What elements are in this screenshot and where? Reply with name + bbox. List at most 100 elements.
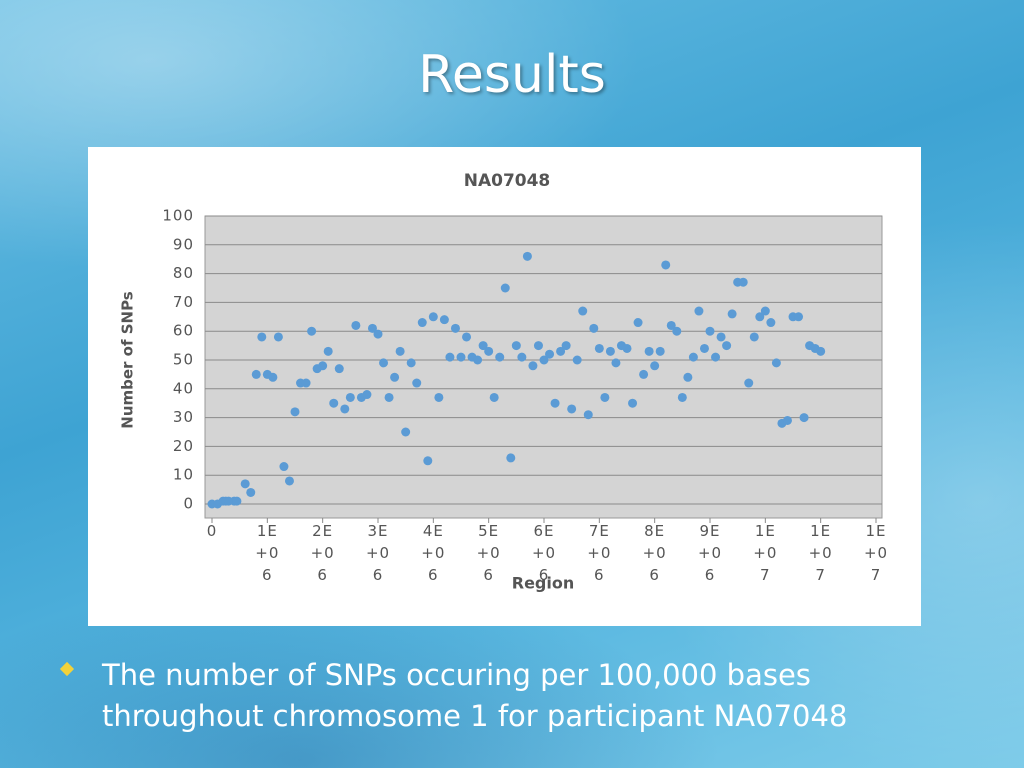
- point: [395, 346, 405, 356]
- point: [340, 404, 350, 414]
- point: [550, 398, 560, 408]
- point: [694, 306, 704, 316]
- point: [434, 392, 444, 402]
- point: [633, 318, 643, 328]
- point: [699, 343, 709, 353]
- point: [401, 427, 411, 437]
- point: [334, 364, 344, 374]
- y-tick-label: 80: [173, 264, 194, 282]
- y-tick-label: 90: [173, 235, 194, 253]
- x-tick-label: 4E+06: [421, 522, 446, 584]
- point: [318, 361, 328, 371]
- point: [755, 312, 765, 322]
- point: [489, 392, 499, 402]
- slide-title: Results: [418, 45, 606, 105]
- chart-area: NA07048 Number of SNPs Region 0 10 20 30 40 50 60…: [88, 147, 921, 626]
- point: [522, 251, 532, 261]
- point: [373, 329, 383, 339]
- y-axis-label: Number of SNPs: [119, 291, 137, 429]
- y-tick-label: 0: [183, 495, 194, 513]
- point: [506, 453, 516, 463]
- point: [561, 341, 571, 351]
- point: [478, 341, 488, 351]
- point: [578, 306, 588, 316]
- point: [766, 318, 776, 328]
- point: [716, 332, 726, 342]
- point: [572, 355, 582, 365]
- point: [390, 372, 400, 382]
- x-tick-label: 0: [206, 522, 218, 540]
- point: [417, 318, 427, 328]
- point: [428, 312, 438, 322]
- point: [362, 390, 372, 400]
- point: [672, 326, 682, 336]
- x-tick-label: 7E+06: [587, 522, 612, 584]
- point: [290, 407, 300, 417]
- point: [771, 358, 781, 368]
- point: [611, 358, 621, 368]
- point: [683, 372, 693, 382]
- point: [284, 476, 294, 486]
- point: [246, 487, 256, 497]
- chart: NA07048 Number of SNPs Region 0 10 20 30 40 50 60…: [119, 171, 883, 593]
- point: [462, 332, 472, 342]
- x-tick-label: 3E+06: [365, 522, 391, 584]
- x-tick-label: 2E+06: [310, 522, 335, 584]
- point: [445, 352, 455, 362]
- point: [650, 361, 660, 371]
- point: [644, 346, 654, 356]
- point: [628, 398, 638, 408]
- point: [268, 372, 278, 382]
- point: [484, 346, 494, 356]
- point: [351, 320, 361, 330]
- point: [545, 349, 555, 359]
- point: [722, 341, 732, 351]
- point: [666, 320, 676, 330]
- point: [406, 358, 416, 368]
- x-tick-label: 5E+06: [476, 522, 501, 584]
- y-tick-label: 20: [173, 437, 194, 455]
- point: [705, 326, 715, 336]
- point: [605, 346, 615, 356]
- point: [240, 479, 250, 489]
- point: [423, 456, 433, 466]
- x-tick-label: 1E+06: [255, 522, 280, 584]
- point: [345, 392, 355, 402]
- y-tick-label: 30: [173, 408, 194, 426]
- point: [539, 355, 549, 365]
- x-tick-label: 1E+07: [863, 522, 889, 584]
- plot-background: [204, 215, 883, 519]
- point: [379, 358, 389, 368]
- point: [439, 315, 449, 325]
- point: [384, 392, 394, 402]
- point: [600, 392, 610, 402]
- point: [677, 392, 687, 402]
- point: [639, 369, 649, 379]
- point: [307, 326, 317, 336]
- point: [589, 323, 599, 333]
- x-axis-label: Region: [512, 574, 575, 593]
- point: [323, 346, 333, 356]
- point: [232, 496, 242, 506]
- point: [799, 413, 809, 423]
- point: [738, 277, 748, 287]
- bullet-text: The number of SNPs occuring per 100,000 …: [102, 658, 848, 733]
- y-tick-label: 70: [173, 293, 194, 311]
- point: [301, 378, 311, 388]
- point: [655, 346, 665, 356]
- point: [528, 361, 538, 371]
- point: [744, 378, 754, 388]
- point: [688, 352, 698, 362]
- point: [816, 346, 826, 356]
- point: [329, 398, 339, 408]
- point: [711, 352, 721, 362]
- x-tick-label: 1E+07: [753, 522, 778, 584]
- point: [456, 352, 466, 362]
- point: [567, 404, 577, 414]
- x-tick-label: 1E+07: [808, 522, 833, 584]
- bullet-icon: [59, 661, 75, 677]
- point: [594, 343, 604, 353]
- y-tick-label: 10: [173, 466, 194, 484]
- point: [495, 352, 505, 362]
